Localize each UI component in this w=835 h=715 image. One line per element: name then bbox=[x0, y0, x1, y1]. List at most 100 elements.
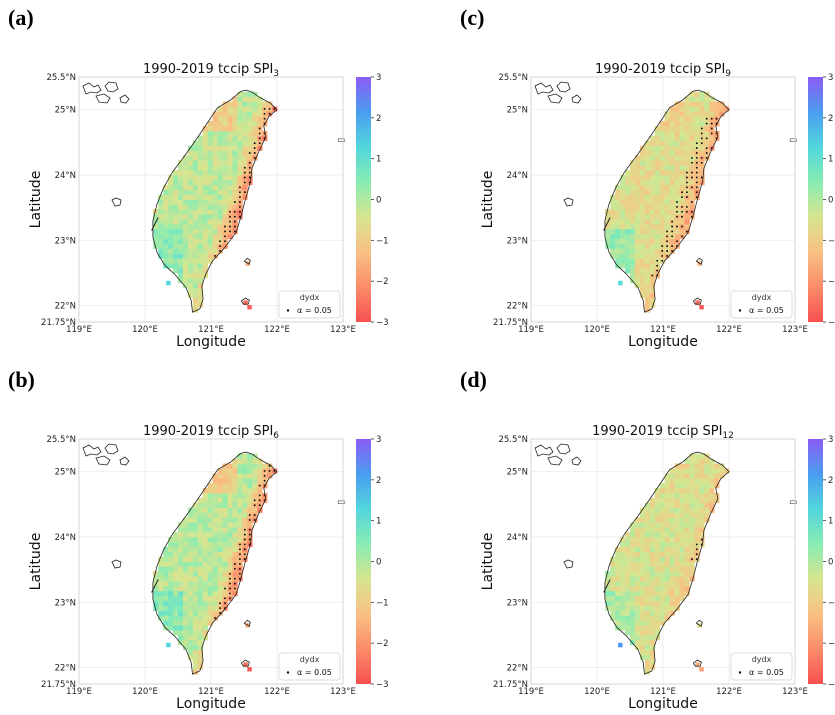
heatmap-cell bbox=[212, 160, 218, 166]
heatmap-cell bbox=[639, 179, 646, 186]
heatmap-cell bbox=[207, 214, 213, 220]
heatmap-cell bbox=[684, 502, 690, 508]
islet-outline bbox=[104, 81, 119, 93]
legend-box bbox=[730, 290, 793, 319]
heatmap-cell bbox=[242, 522, 248, 528]
heatmap-cell bbox=[197, 497, 204, 504]
heatmap-cell bbox=[669, 551, 675, 557]
heatmap-cell bbox=[644, 620, 651, 626]
heatmap-cell bbox=[202, 238, 209, 244]
heatmap-cell bbox=[192, 639, 199, 646]
significance-dot bbox=[656, 269, 659, 272]
heatmap-cell bbox=[232, 546, 238, 553]
colorbar-tick-label: −3 bbox=[376, 318, 389, 328]
heatmap-cell bbox=[202, 268, 209, 274]
heatmap-cell bbox=[187, 561, 194, 567]
heatmap-cell bbox=[669, 170, 675, 176]
heatmap-cell bbox=[173, 204, 179, 210]
heatmap-cell bbox=[634, 639, 641, 646]
heatmap-cell bbox=[639, 175, 646, 181]
heatmap-cell bbox=[679, 121, 685, 127]
heatmap-cell bbox=[187, 512, 194, 518]
heatmap-cell bbox=[639, 145, 646, 151]
heatmap-cell bbox=[178, 522, 184, 528]
heatmap-cell bbox=[664, 111, 670, 117]
significance-dot bbox=[666, 250, 669, 252]
heatmap-cell bbox=[664, 145, 670, 151]
heatmap-cell bbox=[610, 224, 616, 230]
heatmap-cell bbox=[168, 224, 174, 230]
heatmap-cell bbox=[168, 586, 174, 592]
heatmap-cell bbox=[252, 458, 258, 464]
heatmap-cell bbox=[630, 209, 636, 215]
heatmap-cell bbox=[158, 243, 164, 249]
heatmap-cell bbox=[684, 566, 690, 572]
heatmap-cell bbox=[173, 546, 179, 553]
heatmap-cell bbox=[232, 522, 238, 528]
heatmap-cell bbox=[212, 497, 218, 504]
heatmap-cell bbox=[620, 576, 626, 582]
heatmap-cell bbox=[689, 517, 695, 523]
heatmap-cell bbox=[639, 546, 646, 553]
heatmap-cell bbox=[237, 517, 243, 523]
heatmap-cell bbox=[202, 566, 209, 572]
heatmap-cell bbox=[163, 189, 169, 195]
heatmap-cell bbox=[634, 615, 641, 621]
heatmap-cell bbox=[252, 135, 258, 142]
x-tick-label: 123°E bbox=[330, 687, 356, 697]
heatmap-cell bbox=[679, 483, 685, 489]
heatmap-cell bbox=[202, 145, 209, 151]
heatmap-cell bbox=[605, 600, 611, 606]
heatmap-cell bbox=[639, 581, 646, 587]
heatmap-cell bbox=[625, 233, 631, 240]
heatmap-cell bbox=[639, 214, 646, 220]
heatmap-cell bbox=[639, 273, 646, 279]
heatmap-cell bbox=[610, 204, 616, 210]
significance-dot bbox=[229, 225, 231, 228]
heatmap-cell bbox=[237, 175, 243, 181]
significance-dot bbox=[700, 543, 703, 546]
heatmap-cell bbox=[649, 639, 656, 646]
heatmap-cell bbox=[634, 541, 641, 548]
heatmap-cell bbox=[197, 160, 204, 166]
heatmap-cell bbox=[178, 160, 184, 166]
heatmap-cell bbox=[689, 522, 695, 528]
heatmap-cell bbox=[192, 625, 199, 631]
heatmap-cell bbox=[684, 522, 690, 528]
heatmap-cell bbox=[197, 635, 204, 641]
heatmap-cell bbox=[664, 590, 670, 597]
heatmap-cell bbox=[664, 576, 670, 582]
heatmap-cell bbox=[674, 463, 680, 469]
heatmap-cell bbox=[654, 228, 661, 235]
heatmap-cell bbox=[182, 253, 189, 259]
heatmap-cell bbox=[207, 135, 213, 142]
significance-dot bbox=[661, 250, 664, 252]
heatmap-cell bbox=[257, 507, 263, 513]
heatmap-cell bbox=[237, 91, 243, 97]
heatmap-cell bbox=[669, 209, 675, 215]
heatmap-cell bbox=[232, 488, 238, 494]
heatmap-cell bbox=[634, 160, 641, 166]
heatmap-cell bbox=[644, 263, 651, 269]
heatmap-cell bbox=[669, 194, 675, 200]
heatmap-cell bbox=[634, 219, 641, 225]
heatmap-cell bbox=[173, 214, 179, 220]
heatmap-cell bbox=[217, 532, 223, 538]
heatmap-cell bbox=[704, 468, 710, 474]
y-tick-label: 21.75°N bbox=[493, 680, 528, 690]
heatmap-cell bbox=[664, 615, 670, 621]
heatmap-cell bbox=[158, 576, 164, 582]
heatmap-cell bbox=[202, 492, 209, 499]
heatmap-cell bbox=[212, 595, 218, 602]
heatmap-cell bbox=[197, 527, 204, 533]
heatmap-cell bbox=[654, 126, 661, 132]
islet-outline bbox=[692, 297, 702, 305]
heatmap-cell bbox=[634, 282, 641, 289]
islet-outline bbox=[571, 456, 582, 466]
heatmap-cell bbox=[714, 478, 720, 484]
heatmap-cell bbox=[669, 497, 675, 504]
significance-dot bbox=[268, 107, 271, 110]
heatmap-cell bbox=[639, 610, 646, 616]
heatmap-cell bbox=[222, 165, 228, 171]
heatmap-cell bbox=[649, 160, 656, 166]
